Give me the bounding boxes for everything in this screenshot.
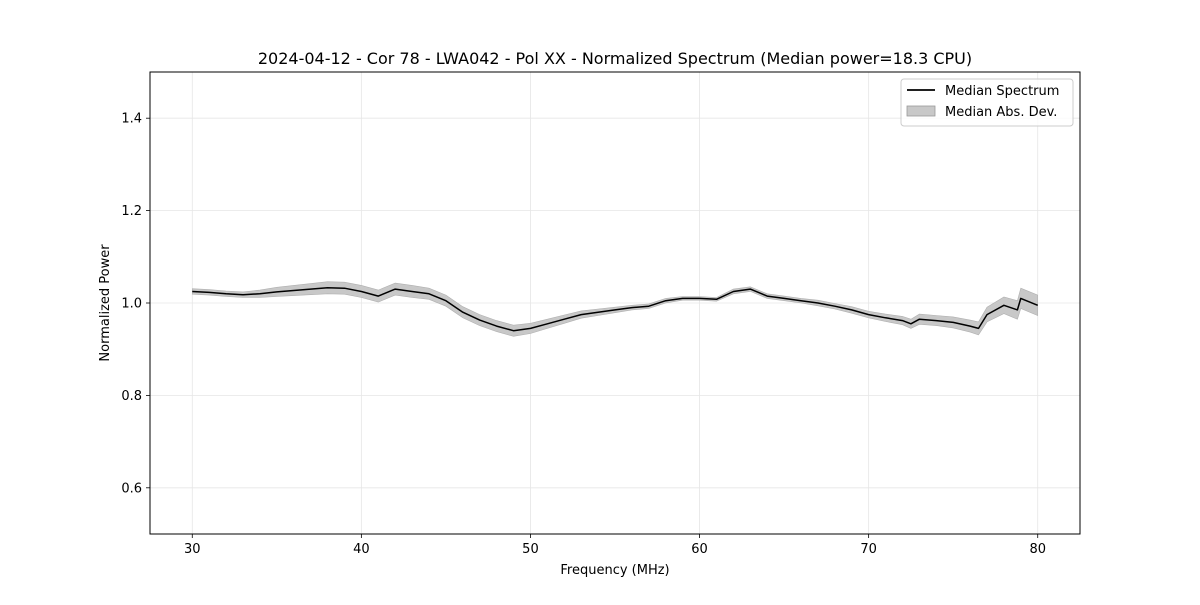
chart-title: 2024-04-12 - Cor 78 - LWA042 - Pol XX - … xyxy=(258,49,972,68)
legend: Median Spectrum Median Abs. Dev. xyxy=(900,78,1074,127)
y-tick-label: 1.0 xyxy=(121,297,142,312)
x-tick-label: 30 xyxy=(184,542,201,557)
x-tick-label: 50 xyxy=(522,542,539,557)
y-axis-label: Normalized Power xyxy=(98,244,113,362)
legend-box xyxy=(900,78,1074,127)
tick-layer: 30 40 50 60 70 80 0.6 0.8 1.0 1.2 1.4 xyxy=(121,112,1046,557)
median-abs-dev-band xyxy=(192,281,1038,337)
grid-layer xyxy=(150,72,1080,534)
legend-band-swatch xyxy=(906,105,936,117)
x-tick-label: 70 xyxy=(860,542,877,557)
line-layer xyxy=(192,287,1038,332)
legend-label-median-spectrum: Median Spectrum xyxy=(945,84,1059,99)
legend-label-median-abs-dev: Median Abs. Dev. xyxy=(945,105,1057,120)
x-tick-label: 60 xyxy=(691,542,708,557)
y-tick-label: 0.8 xyxy=(121,389,142,404)
x-axis-label: Frequency (MHz) xyxy=(560,563,669,578)
band-layer xyxy=(192,281,1038,337)
y-tick-label: 1.2 xyxy=(121,204,142,219)
y-tick-label: 1.4 xyxy=(121,112,142,127)
median-spectrum-line xyxy=(192,287,1038,332)
x-tick-label: 80 xyxy=(1029,542,1046,557)
x-tick-label: 40 xyxy=(353,542,370,557)
y-tick-label: 0.6 xyxy=(121,481,142,496)
